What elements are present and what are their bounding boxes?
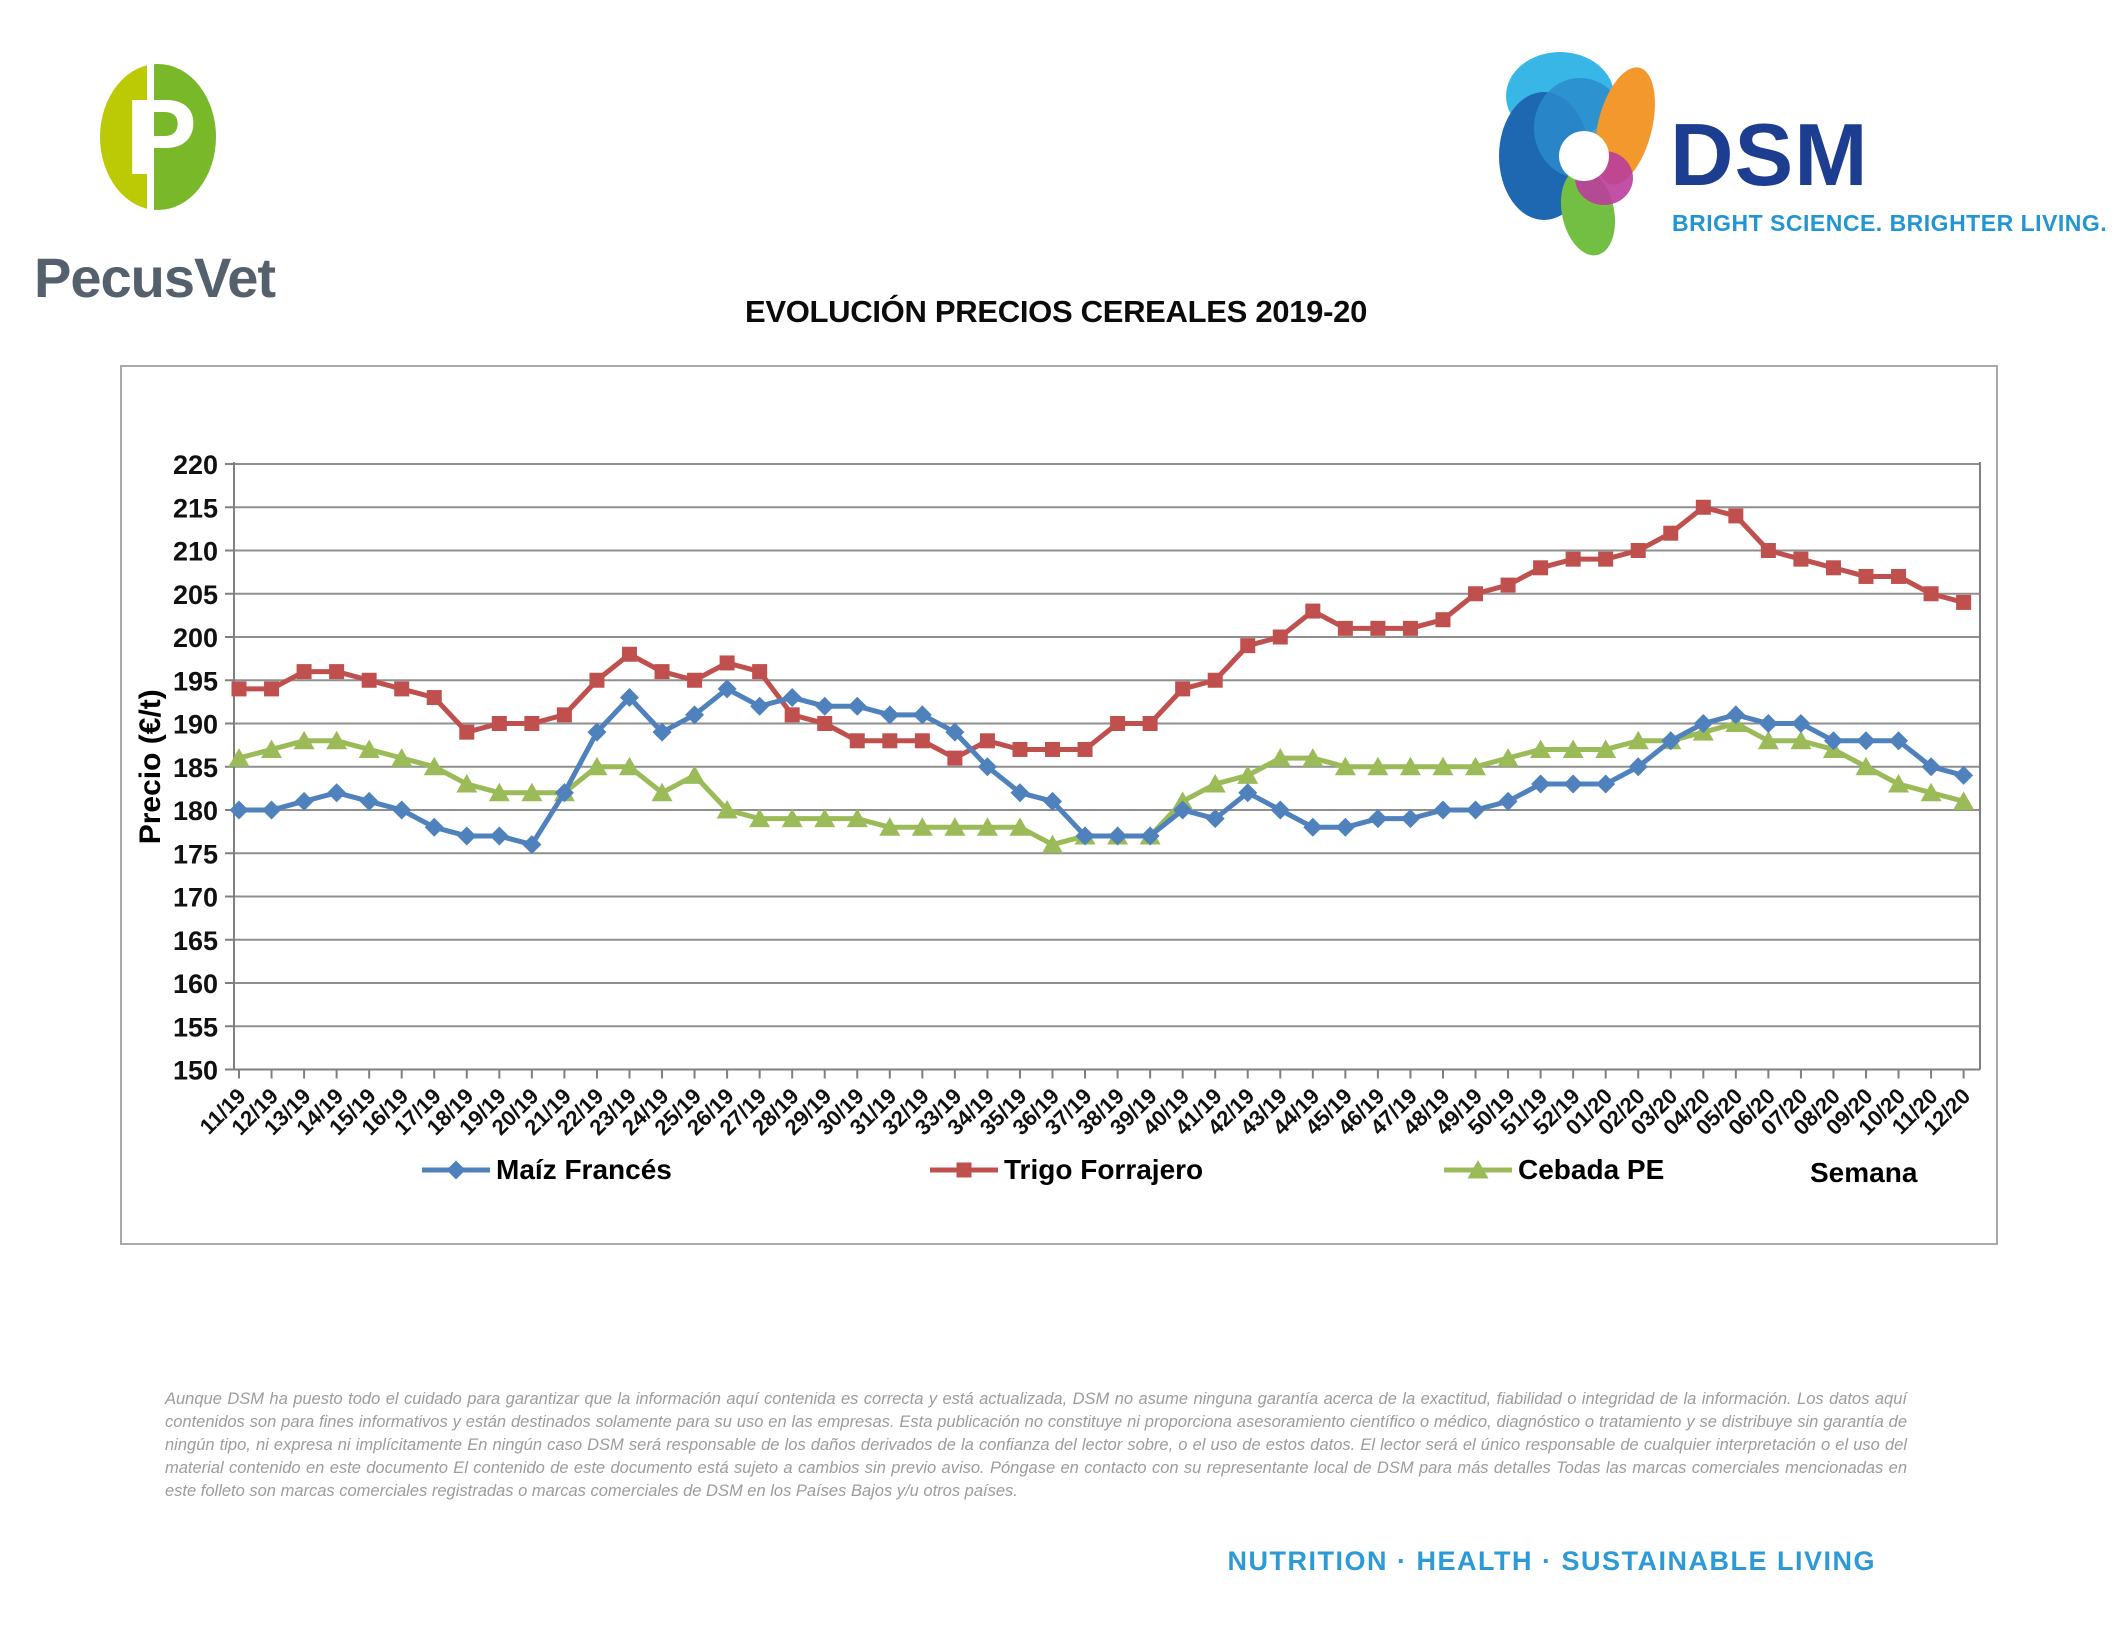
dsm-tagline: BRIGHT SCIENCE. BRIGHTER LIVING.: [1672, 210, 2108, 236]
svg-text:200: 200: [173, 623, 218, 653]
pecusvet-logo-letter: P: [125, 76, 197, 197]
legal-disclaimer: Aunque DSM ha puesto todo el cuidado par…: [165, 1390, 1907, 1501]
svg-text:190: 190: [173, 710, 218, 740]
svg-text:Precio (€/t): Precio (€/t): [134, 689, 167, 844]
legend-label-cebada-pe: Cebada PE: [1518, 1154, 1665, 1185]
legend-item-trigo-forrajero: Trigo Forrajero: [930, 1154, 1204, 1185]
dsm-swirl-icon: [1499, 52, 1655, 256]
svg-text:170: 170: [173, 883, 218, 913]
dsm-footer-tagline: NUTRITION · HEALTH · SUSTAINABLE LIVING: [1227, 1546, 1876, 1576]
svg-text:215: 215: [173, 493, 218, 523]
legend-label-maiz-frances: Maíz Francés: [496, 1154, 672, 1185]
chart-title: EVOLUCIÓN PRECIOS CEREALES 2019-20: [744, 294, 1368, 329]
trigo-forrajero-marker-icon: [930, 1162, 998, 1178]
dsm-logo: DSM BRIGHT SCIENCE. BRIGHTER LIVING.: [1498, 42, 2107, 262]
svg-text:165: 165: [173, 926, 218, 956]
price-evolution-chart: 150 155 160 165 170 175 180 185 190 195 200 205 210 2…: [120, 365, 1998, 1245]
svg-text:175: 175: [173, 839, 218, 869]
dsm-wordmark: DSM: [1670, 105, 1869, 204]
legend-item-maiz-frances: Maíz Francés: [422, 1154, 672, 1185]
svg-text:205: 205: [173, 580, 218, 610]
x-axis-title: Semana: [1810, 1157, 1918, 1188]
svg-text:185: 185: [173, 753, 218, 783]
legend-item-cebada-pe: Cebada PE: [1444, 1154, 1665, 1185]
svg-text:220: 220: [173, 450, 218, 480]
svg-text:180: 180: [173, 796, 218, 826]
svg-text:155: 155: [173, 1012, 218, 1042]
svg-text:210: 210: [173, 537, 218, 567]
svg-text:150: 150: [173, 1056, 218, 1086]
svg-text:195: 195: [173, 666, 218, 696]
pecusvet-logo-icon: P: [100, 64, 216, 210]
cebada-pe-marker-icon: [1444, 1160, 1512, 1179]
legend-label-trigo-forrajero: Trigo Forrajero: [1004, 1154, 1204, 1185]
maiz-frances-marker-icon: [422, 1160, 490, 1180]
plot-area: 150 155 160 165 170 175 180 185 190 195 200 205 210 2…: [134, 450, 1981, 1140]
svg-text:160: 160: [173, 969, 218, 999]
pecusvet-wordmark: PecusVet: [34, 246, 276, 309]
